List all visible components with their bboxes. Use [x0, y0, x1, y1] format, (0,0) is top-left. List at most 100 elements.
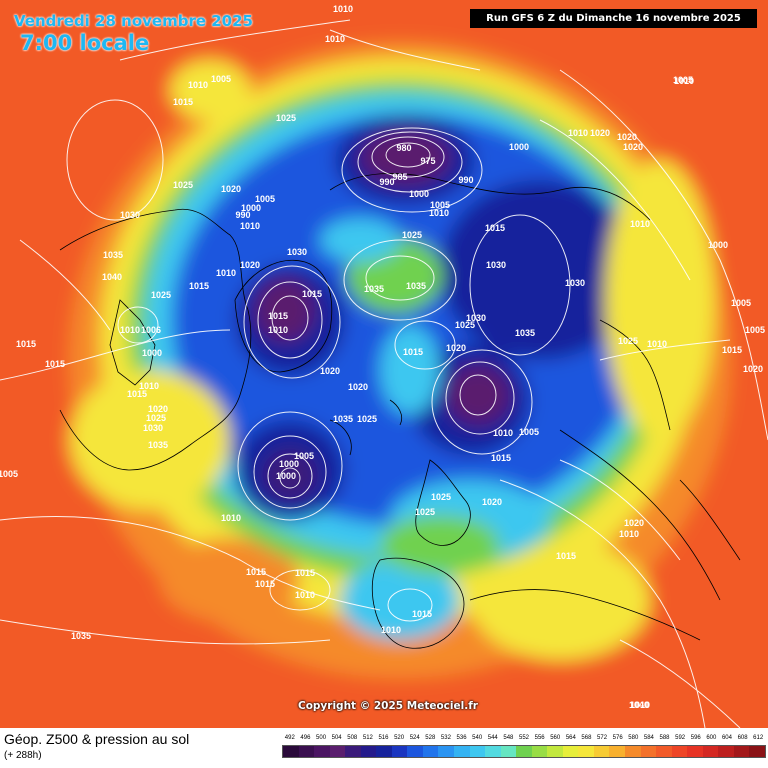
scale-tick-label: 540	[472, 735, 483, 741]
color-scale-labels: 492 496 500 504 508 512 516 520 524 528 532 536 540 5…	[282, 735, 766, 745]
isobar-label: 1015	[412, 609, 432, 619]
isobar-label: 1010	[647, 339, 667, 349]
isobar-label: 1000	[276, 471, 296, 481]
scale-tick-label: 512	[362, 735, 373, 741]
isobar-label: 1010	[240, 221, 260, 231]
isobar-label: 1025	[276, 113, 296, 123]
isobar-label: 1010	[221, 513, 241, 523]
isobar-label: 1005	[294, 451, 314, 461]
scale-tick-label: 588	[659, 735, 670, 741]
model-run-label: Run GFS 6 Z du Dimanche 16 novembre 2025	[470, 9, 757, 28]
scale-swatch	[360, 746, 377, 757]
isobar-label: 1006	[141, 325, 161, 335]
isobar-label: 1025	[402, 230, 422, 240]
isobar-label: 1015	[173, 97, 193, 107]
isobar-label: 1005	[430, 200, 450, 210]
scale-swatch	[547, 746, 563, 757]
isobar-label: 1035	[406, 281, 426, 291]
scale-swatch	[718, 746, 734, 757]
isobar-label: 1040	[629, 700, 649, 710]
isobar-label: 1000	[509, 142, 529, 152]
scale-tick-label: 536	[456, 735, 467, 741]
isobar-label: 1000	[708, 240, 728, 250]
isobar-label: 1020	[624, 518, 644, 528]
isobar-label: 1025	[618, 336, 638, 346]
scale-tick-label: 580	[628, 735, 639, 741]
isobar-label: 1010	[188, 80, 208, 90]
isobar-label: 1030	[120, 210, 140, 220]
isobar-label: 1010	[295, 590, 315, 600]
isobar-label: 1005	[731, 298, 751, 308]
isobar-label: 1010	[325, 34, 345, 44]
isobar-label: 1015	[255, 579, 275, 589]
isobar-label: 1015	[16, 339, 36, 349]
isobar-label: 1020	[320, 366, 340, 376]
isobar-label: 1040	[102, 272, 122, 282]
isobar-label: 1010	[630, 219, 650, 229]
isobar-label: 1005	[673, 75, 693, 85]
scale-swatch	[314, 746, 330, 757]
isobar-label: 1015	[302, 289, 322, 299]
isobar-label: 1015	[268, 311, 288, 321]
scale-swatch	[500, 746, 517, 757]
coastlines	[59, 173, 741, 649]
isobar-label: 990	[458, 175, 473, 185]
scale-swatch	[454, 746, 470, 757]
scale-tick-label: 492	[284, 735, 295, 741]
scale-swatch	[640, 746, 657, 757]
isobar-label: 1020	[348, 382, 368, 392]
isobar-label: 1035	[71, 631, 91, 641]
isobar-label: 1020	[590, 128, 610, 138]
isobar-label: 1000	[409, 189, 429, 199]
scale-tick-label: 508	[347, 735, 358, 741]
scale-swatch	[702, 746, 719, 757]
scale-swatch	[298, 746, 315, 757]
scale-tick-label: 532	[440, 735, 451, 741]
isobar-label: 1010	[630, 700, 650, 710]
isobar-label: 1030	[143, 423, 163, 433]
forecast-time: 7:00 locale	[20, 31, 150, 55]
isobar-label: 1030	[287, 247, 307, 257]
isobar-label: 1015	[556, 551, 576, 561]
scale-swatch	[687, 746, 703, 757]
scale-swatch	[391, 746, 408, 757]
scale-swatch	[376, 746, 392, 757]
isobar-label: 1010	[381, 625, 401, 635]
scale-tick-label: 572	[597, 735, 608, 741]
scale-tick-label: 596	[690, 735, 701, 741]
isobar-label: 1015	[189, 281, 209, 291]
isobar-label: 1015	[246, 567, 266, 577]
scale-tick-label: 576	[612, 735, 623, 741]
isobar-label: 1025	[431, 492, 451, 502]
scale-tick-label: 528	[425, 735, 436, 741]
isobar-label: 1020	[482, 497, 502, 507]
isobar-label: 1010	[429, 208, 449, 218]
isobar-label: 1020	[743, 364, 763, 374]
isobar-label: 1010	[216, 268, 236, 278]
isobar-label: 1025	[173, 180, 193, 190]
scale-tick-label: 604	[721, 735, 732, 741]
forecast-range: (+ 288h)	[4, 750, 42, 761]
isobar-label: 1020	[446, 343, 466, 353]
isobar-label: 985	[392, 172, 407, 182]
scale-swatch	[329, 746, 346, 757]
isobar-label: 1025	[357, 414, 377, 424]
scale-tick-label: 552	[518, 735, 530, 741]
isobar-label: 1015	[295, 568, 315, 578]
map-title: Géop. Z500 & pression au sol	[4, 731, 190, 747]
scale-swatch	[345, 746, 361, 757]
scale-tick-label: 612	[753, 735, 764, 741]
isobar-label: 1035	[515, 328, 535, 338]
scale-tick-label: 544	[487, 735, 498, 741]
scale-swatch	[531, 746, 548, 757]
isobar-label: 1035	[333, 414, 353, 424]
scale-tick-label: 560	[550, 735, 561, 741]
isobar-label: 1025	[146, 413, 166, 423]
isobar-label: 1010	[268, 325, 288, 335]
isobar-label: 1005	[211, 74, 231, 84]
scale-tick-label: 496	[300, 735, 311, 741]
scale-swatch	[578, 746, 594, 757]
isobar-label: 1015	[491, 453, 511, 463]
